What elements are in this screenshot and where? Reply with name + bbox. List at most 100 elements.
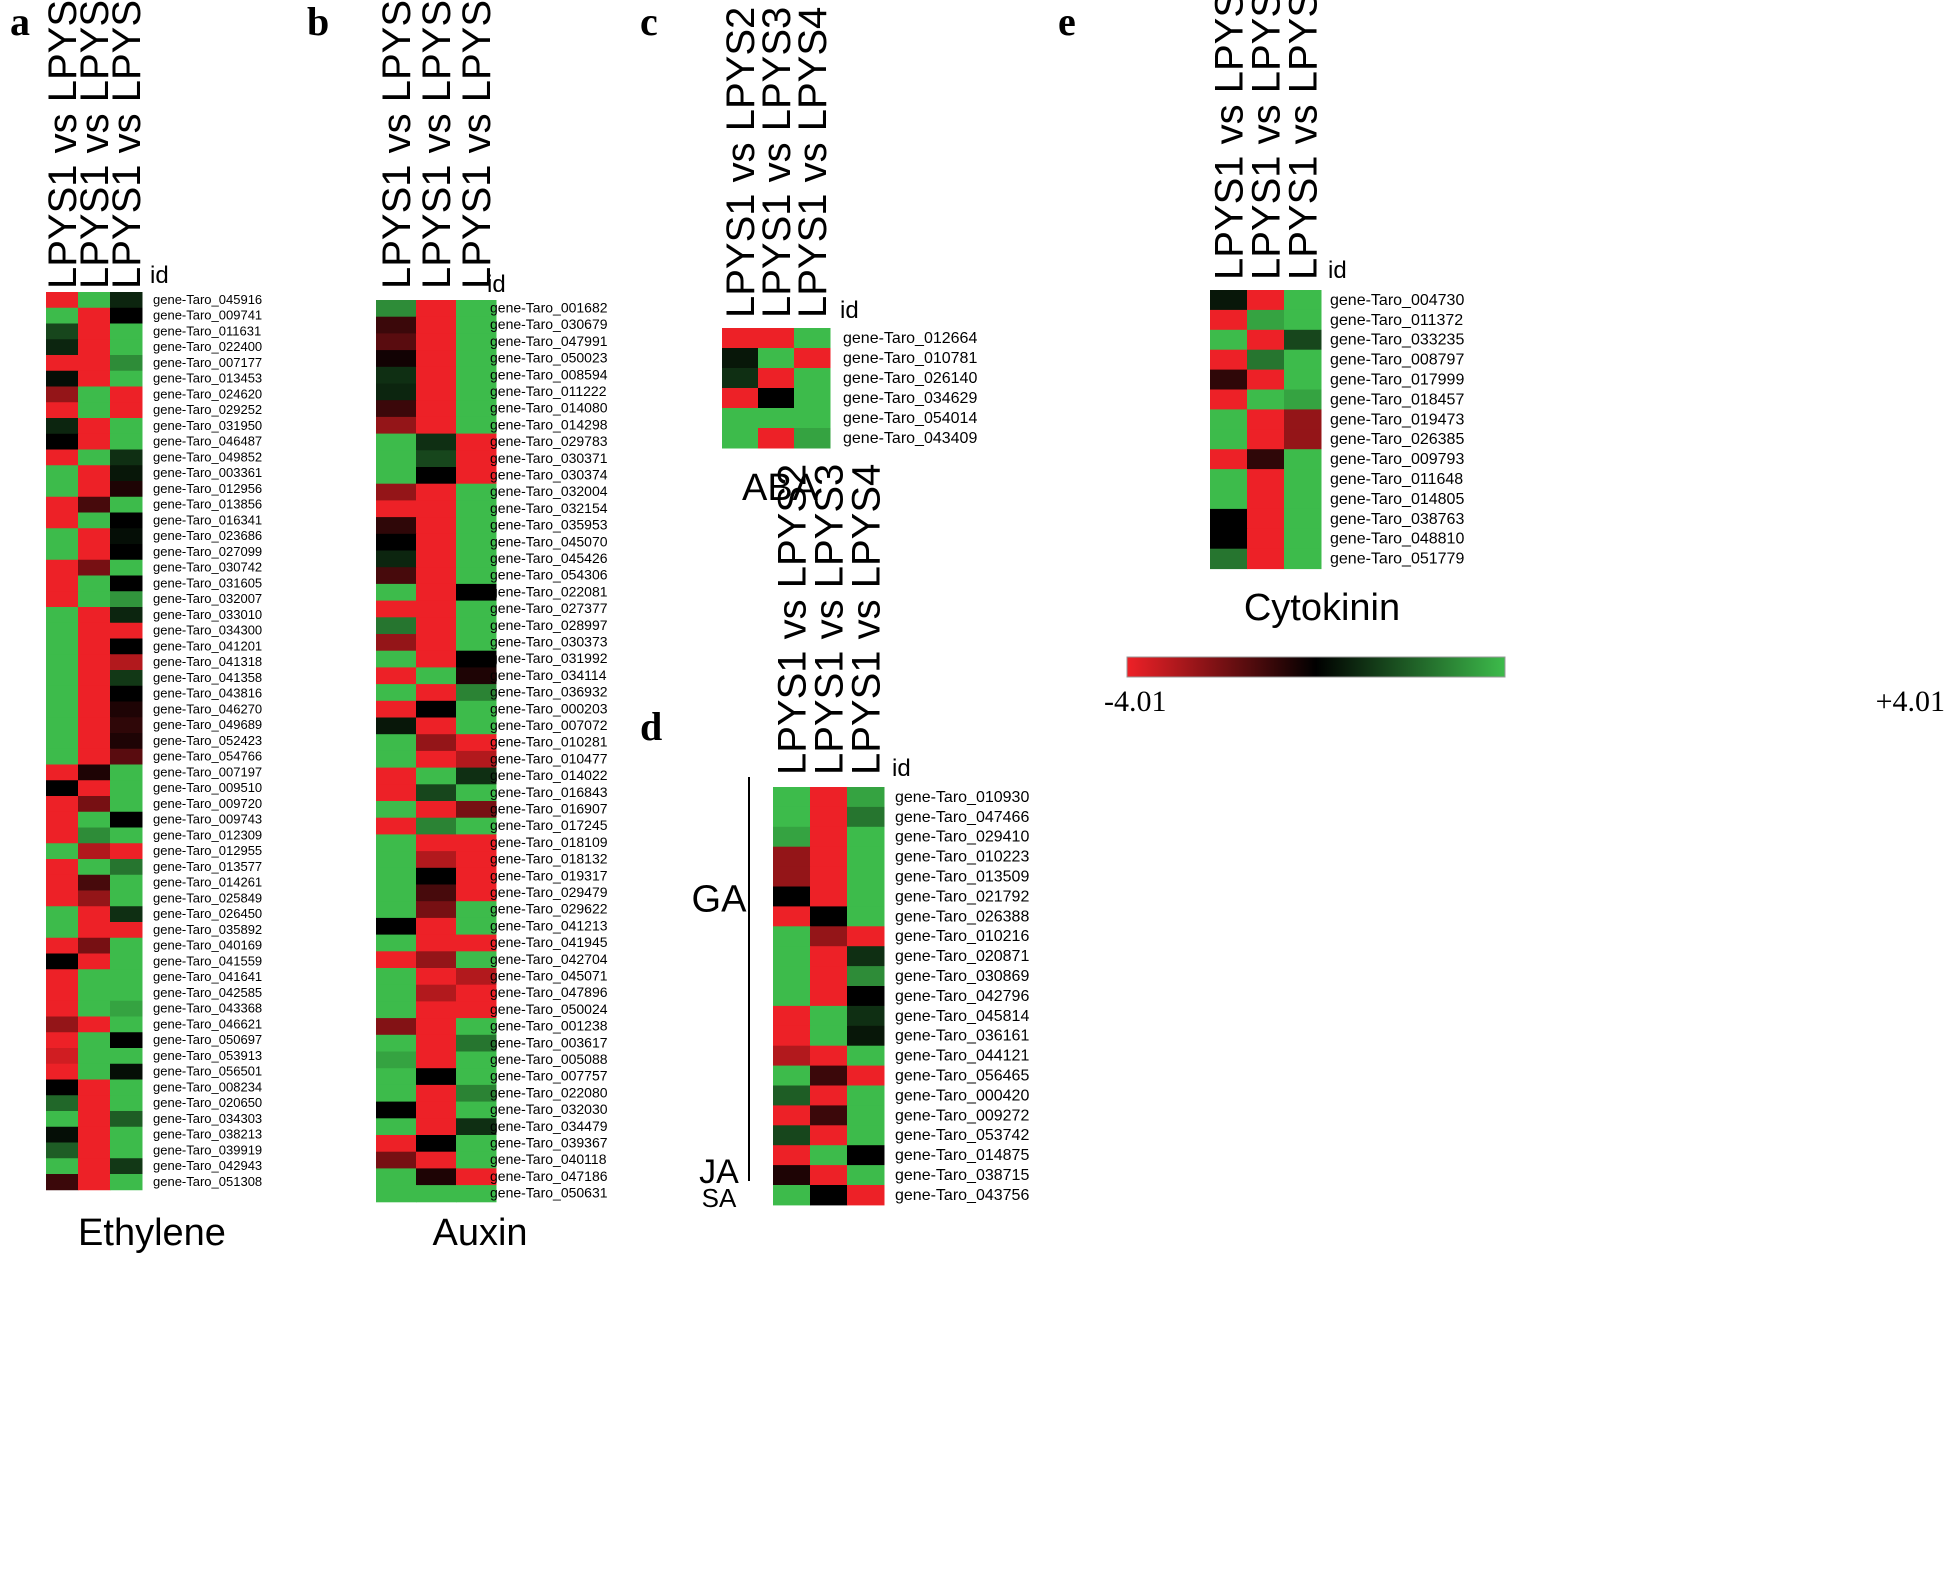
- heatmap-cell: [456, 550, 497, 568]
- heatmap-cell: [456, 483, 497, 501]
- heatmap-cell: [456, 1151, 497, 1169]
- heatmap-cell: [376, 834, 417, 852]
- gene-label: gene-Taro_007197: [153, 764, 262, 779]
- heatmap-cell: [376, 333, 417, 351]
- heatmap-cell: [810, 1165, 848, 1186]
- column-label: LPYS1 vs LPYS4: [845, 464, 889, 775]
- heatmap-cell: [722, 388, 759, 409]
- heatmap-cell: [810, 787, 848, 808]
- gene-label: gene-Taro_010216: [895, 928, 1029, 945]
- heatmap-cell: [376, 450, 417, 468]
- heatmap-cell: [1284, 508, 1322, 530]
- heatmap-cell: [78, 433, 111, 450]
- heatmap-cell: [794, 408, 831, 429]
- heatmap-cell: [78, 512, 111, 529]
- heatmap-cell: [376, 600, 417, 618]
- scale-min-label: -4.01: [1104, 685, 1167, 718]
- gene-label: gene-Taro_043409: [843, 430, 977, 447]
- gene-label: gene-Taro_030374: [490, 467, 608, 483]
- heatmap-cell: [722, 368, 759, 389]
- heatmap-cell: [722, 408, 759, 429]
- heatmap-cell: [46, 402, 79, 419]
- heatmap-cell: [110, 922, 143, 939]
- heatmap-cell: [46, 1016, 79, 1033]
- heatmap-cell: [794, 328, 831, 349]
- gene-label: gene-Taro_014875: [895, 1147, 1029, 1164]
- heatmap-cell: [456, 684, 497, 702]
- heatmap-cell: [78, 1032, 111, 1049]
- gene-label: gene-Taro_043816: [153, 686, 262, 701]
- heatmap-cell: [46, 449, 79, 466]
- heatmap-cell: [416, 1068, 457, 1086]
- heatmap-cell: [46, 1126, 79, 1143]
- heatmap-cell: [110, 1000, 143, 1017]
- gene-label: gene-Taro_008234: [153, 1079, 262, 1094]
- gene-label: gene-Taro_026450: [153, 906, 262, 921]
- heatmap-cell: [78, 591, 111, 608]
- heatmap-cell: [110, 937, 143, 954]
- heatmap-cell: [416, 416, 457, 435]
- gene-label: gene-Taro_046621: [153, 1016, 262, 1031]
- panel-title: Cytokinin: [1244, 587, 1400, 629]
- heatmap-cell: [847, 1045, 885, 1067]
- heatmap-cell: [773, 946, 811, 967]
- heatmap-cell: [110, 544, 143, 561]
- gene-label: gene-Taro_054014: [843, 410, 977, 427]
- heatmap-cell: [1210, 369, 1248, 390]
- heatmap-cell: [456, 433, 497, 451]
- heatmap-cell: [1284, 429, 1322, 450]
- heatmap-cell: [110, 953, 143, 970]
- heatmap-cell: [1210, 449, 1248, 470]
- heatmap-cell: [456, 968, 497, 986]
- heatmap-cell: [110, 323, 143, 340]
- heatmap-cell: [376, 851, 417, 869]
- heatmap-cell: [773, 846, 811, 868]
- heatmap-cell: [78, 449, 111, 466]
- heatmap-cell: [847, 787, 885, 808]
- heatmap-cell: [46, 418, 79, 435]
- gene-label: gene-Taro_029622: [490, 901, 608, 917]
- heatmap-cell: [456, 1135, 497, 1153]
- group-label: SA: [702, 1183, 737, 1213]
- gene-label: gene-Taro_010223: [895, 849, 1029, 866]
- heatmap-cell: [78, 1079, 111, 1096]
- heatmap-cell: [416, 817, 457, 835]
- heatmap-cell: [456, 1084, 497, 1103]
- gene-label: gene-Taro_010477: [490, 750, 608, 766]
- heatmap-cell: [416, 1185, 457, 1203]
- gene-label: gene-Taro_014022: [490, 767, 608, 783]
- heatmap-cell: [1210, 489, 1248, 510]
- column-label: LPYS1 vs LPYS3: [755, 7, 799, 318]
- gene-label: gene-Taro_032007: [153, 591, 262, 606]
- heatmap-cell: [1247, 409, 1285, 430]
- heatmap-cell: [456, 951, 497, 969]
- heatmap-cell: [847, 806, 885, 828]
- heatmap-cell: [110, 811, 143, 828]
- heatmap-cell: [78, 685, 111, 702]
- heatmap-cell: [416, 867, 457, 885]
- heatmap-cell: [78, 874, 111, 891]
- heatmap-cell: [456, 867, 497, 885]
- heatmap-cell: [847, 826, 885, 848]
- heatmap-cell: [376, 984, 417, 1002]
- heatmap-cell: [110, 985, 143, 1002]
- gene-label: gene-Taro_016907: [490, 801, 608, 817]
- heatmap-cell: [46, 528, 79, 545]
- gene-label: gene-Taro_047991: [490, 333, 608, 349]
- heatmap-cell: [78, 1095, 111, 1112]
- heatmap-cell: [456, 1118, 497, 1136]
- gene-label: gene-Taro_045071: [490, 968, 608, 984]
- heatmap-cell: [416, 834, 457, 852]
- heatmap-cell: [78, 890, 111, 907]
- gene-label: gene-Taro_027099: [153, 544, 262, 559]
- heatmap-cell: [46, 874, 79, 891]
- heatmap-cell: [110, 780, 143, 797]
- heatmap-cell: [456, 366, 497, 384]
- heatmap-cell: [78, 323, 111, 340]
- heatmap-cell: [456, 300, 497, 318]
- column-label: LPYS1 vs LPYS3: [73, 0, 117, 289]
- heatmap-cell: [456, 801, 497, 819]
